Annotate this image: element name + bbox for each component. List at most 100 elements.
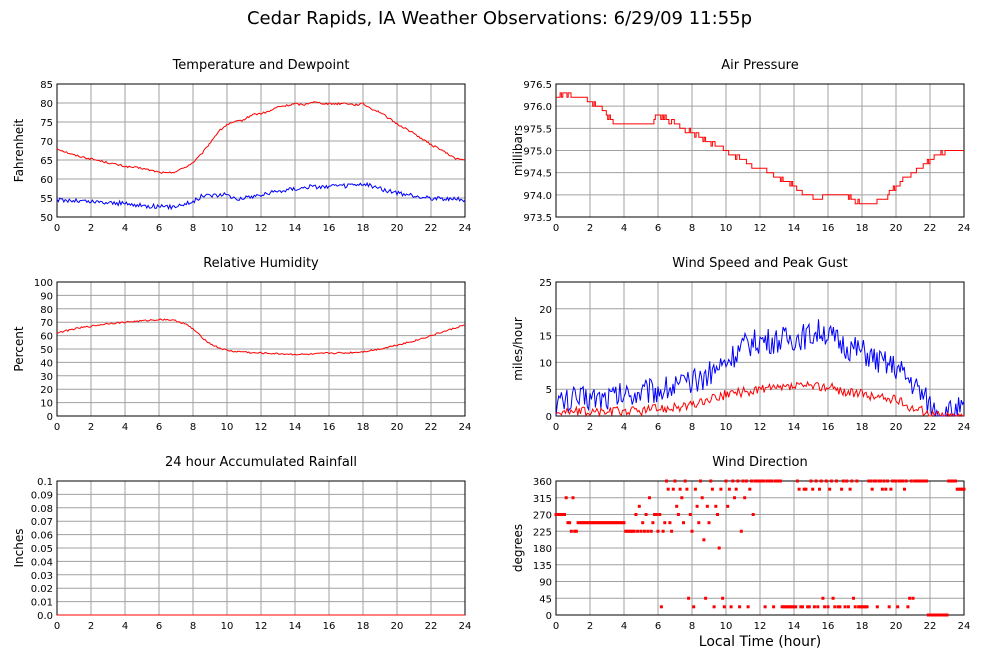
y-axis-label: Fahrenheit <box>12 118 26 182</box>
data-point <box>753 479 757 483</box>
x-tick-label: 6 <box>156 422 162 433</box>
data-point <box>882 479 886 483</box>
x-tick-label: 22 <box>425 223 438 234</box>
data-point <box>891 479 895 483</box>
data-point <box>556 513 560 516</box>
data-point <box>615 521 619 525</box>
x-tick-label: 2 <box>587 422 593 433</box>
data-point <box>782 605 786 609</box>
data-point <box>780 605 784 609</box>
data-point <box>680 496 684 500</box>
data-point <box>724 479 728 483</box>
data-point <box>683 479 687 483</box>
data-point <box>921 479 925 483</box>
x-tick-label: 8 <box>689 621 695 632</box>
data-point <box>704 596 708 600</box>
data-point <box>942 613 946 617</box>
data-point <box>875 605 879 609</box>
data-point <box>845 479 849 483</box>
y-tick-label: 0.05 <box>31 544 53 555</box>
x-tick-label: 12 <box>255 621 268 632</box>
y-tick-label: 80 <box>40 99 53 110</box>
x-tick-label: 18 <box>856 223 869 234</box>
data-point <box>636 529 640 533</box>
data-point <box>846 605 850 609</box>
series-line <box>555 380 965 418</box>
data-point <box>767 479 770 483</box>
x-tick-label: 12 <box>255 223 268 234</box>
data-point <box>697 521 701 525</box>
data-point <box>826 605 830 609</box>
data-point <box>775 479 779 483</box>
y-tick-label: 90 <box>40 291 53 302</box>
data-point <box>593 521 597 525</box>
y-tick-label: 25 <box>539 278 552 289</box>
x-tick-label: 20 <box>890 422 903 433</box>
x-tick-label: 2 <box>88 621 94 632</box>
data-point <box>806 605 810 609</box>
data-point <box>649 529 653 533</box>
x-axis-label: Local Time (hour) <box>698 634 822 650</box>
data-point <box>962 487 966 491</box>
data-point <box>831 596 835 600</box>
data-point <box>877 479 881 483</box>
x-tick-label: 0 <box>553 223 559 234</box>
y-tick-label: 55 <box>40 194 53 205</box>
data-point <box>588 521 592 525</box>
data-point <box>693 487 697 491</box>
data-point <box>709 479 713 483</box>
data-point <box>714 504 718 508</box>
plot-frame <box>56 83 466 218</box>
x-tick-label: 22 <box>425 422 438 433</box>
x-tick-label: 8 <box>190 223 196 234</box>
data-point <box>644 513 648 516</box>
plot-frame <box>56 281 466 417</box>
data-point <box>734 487 738 491</box>
data-point <box>600 521 604 525</box>
data-point <box>792 605 796 609</box>
data-point <box>909 479 913 483</box>
x-tick-label: 24 <box>459 223 472 234</box>
data-point <box>823 605 827 609</box>
data-point <box>874 479 878 483</box>
data-point <box>659 605 663 609</box>
data-point <box>833 605 837 609</box>
data-point <box>731 479 735 483</box>
data-point <box>744 479 748 483</box>
data-point <box>840 487 844 491</box>
grid <box>56 480 466 616</box>
data-point <box>666 487 670 491</box>
y-tick-label: 0 <box>546 412 552 423</box>
data-point <box>622 521 626 525</box>
data-point <box>938 613 942 617</box>
y-tick-label: 974.0 <box>523 191 552 202</box>
chart-title: Air Pressure <box>721 58 799 73</box>
y-tick-label: 85 <box>40 80 53 91</box>
page-title: Cedar Rapids, IA Weather Observations: 6… <box>246 8 753 29</box>
x-tick-label: 10 <box>720 422 733 433</box>
x-tick-label: 18 <box>357 621 370 632</box>
chart-title: Wind Speed and Peak Gust <box>672 256 847 271</box>
data-point <box>646 529 650 533</box>
chart-title: Wind Direction <box>712 455 808 470</box>
y-tick-label: 0 <box>47 412 53 423</box>
data-point <box>639 529 643 533</box>
y-tick-label: 135 <box>533 561 552 572</box>
data-point <box>751 513 755 516</box>
data-point <box>614 521 617 525</box>
data-point <box>661 529 665 533</box>
y-tick-label: 100 <box>34 278 53 289</box>
y-tick-label: 65 <box>40 156 53 167</box>
y-tick-label: 70 <box>40 318 53 329</box>
data-point <box>733 496 736 500</box>
y-tick-label: 50 <box>40 213 53 224</box>
data-point <box>785 605 789 609</box>
y-tick-label: 0.08 <box>31 504 53 515</box>
data-point <box>799 605 803 609</box>
x-tick-label: 18 <box>856 422 869 433</box>
data-point <box>671 487 675 491</box>
y-tick-label: 976.5 <box>523 80 552 91</box>
